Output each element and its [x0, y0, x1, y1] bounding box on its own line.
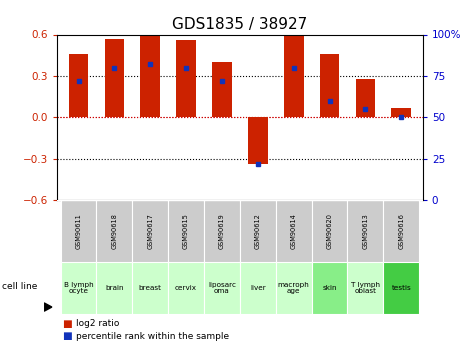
Text: breast: breast [139, 285, 162, 291]
Text: GSM90611: GSM90611 [76, 213, 82, 249]
Bar [168, 200, 204, 262]
Text: percentile rank within the sample: percentile rank within the sample [76, 332, 229, 341]
Text: GSM90617: GSM90617 [147, 213, 153, 249]
Bar [355, 79, 375, 117]
Text: cell line: cell line [2, 282, 38, 291]
Bar [61, 200, 96, 262]
Bar [383, 200, 419, 262]
Bar [240, 262, 276, 314]
Text: skin: skin [322, 285, 337, 291]
Text: liposarc
oma: liposarc oma [208, 282, 236, 294]
Bar [69, 54, 88, 117]
Text: GSM90614: GSM90614 [291, 213, 297, 249]
Text: GDS1835 / 38927: GDS1835 / 38927 [172, 17, 307, 32]
Text: macroph
age: macroph age [278, 282, 310, 294]
Text: ■: ■ [62, 332, 72, 341]
Bar [133, 262, 168, 314]
Text: B lymph
ocyte: B lymph ocyte [64, 282, 93, 294]
Bar [61, 262, 96, 314]
Bar [96, 200, 133, 262]
Bar [141, 32, 160, 117]
Bar [312, 262, 347, 314]
Bar [312, 200, 347, 262]
Bar [347, 262, 383, 314]
Bar [168, 262, 204, 314]
Text: GSM90613: GSM90613 [362, 213, 369, 249]
Bar [104, 39, 124, 117]
Bar [383, 262, 419, 314]
Text: cervix: cervix [175, 285, 197, 291]
Bar [204, 200, 240, 262]
Bar [276, 200, 312, 262]
Text: ■: ■ [62, 319, 72, 328]
Text: T lymph
oblast: T lymph oblast [351, 282, 380, 294]
Bar [276, 262, 312, 314]
Bar [204, 262, 240, 314]
Text: liver: liver [250, 285, 266, 291]
Text: GSM90615: GSM90615 [183, 213, 189, 249]
Text: testis: testis [391, 285, 411, 291]
Bar [212, 62, 232, 117]
Bar [284, 34, 304, 117]
Text: GSM90616: GSM90616 [398, 213, 404, 249]
Bar [320, 54, 339, 117]
Bar [391, 108, 411, 117]
Bar [248, 117, 268, 164]
Bar [176, 40, 196, 117]
Bar [347, 200, 383, 262]
Text: brain: brain [105, 285, 124, 291]
Text: GSM90619: GSM90619 [219, 213, 225, 249]
Polygon shape [44, 303, 52, 311]
Bar [96, 262, 133, 314]
Bar [240, 200, 276, 262]
Text: GSM90618: GSM90618 [111, 213, 117, 249]
Text: GSM90620: GSM90620 [326, 213, 332, 249]
Text: GSM90612: GSM90612 [255, 213, 261, 249]
Text: log2 ratio: log2 ratio [76, 319, 119, 328]
Bar [133, 200, 168, 262]
